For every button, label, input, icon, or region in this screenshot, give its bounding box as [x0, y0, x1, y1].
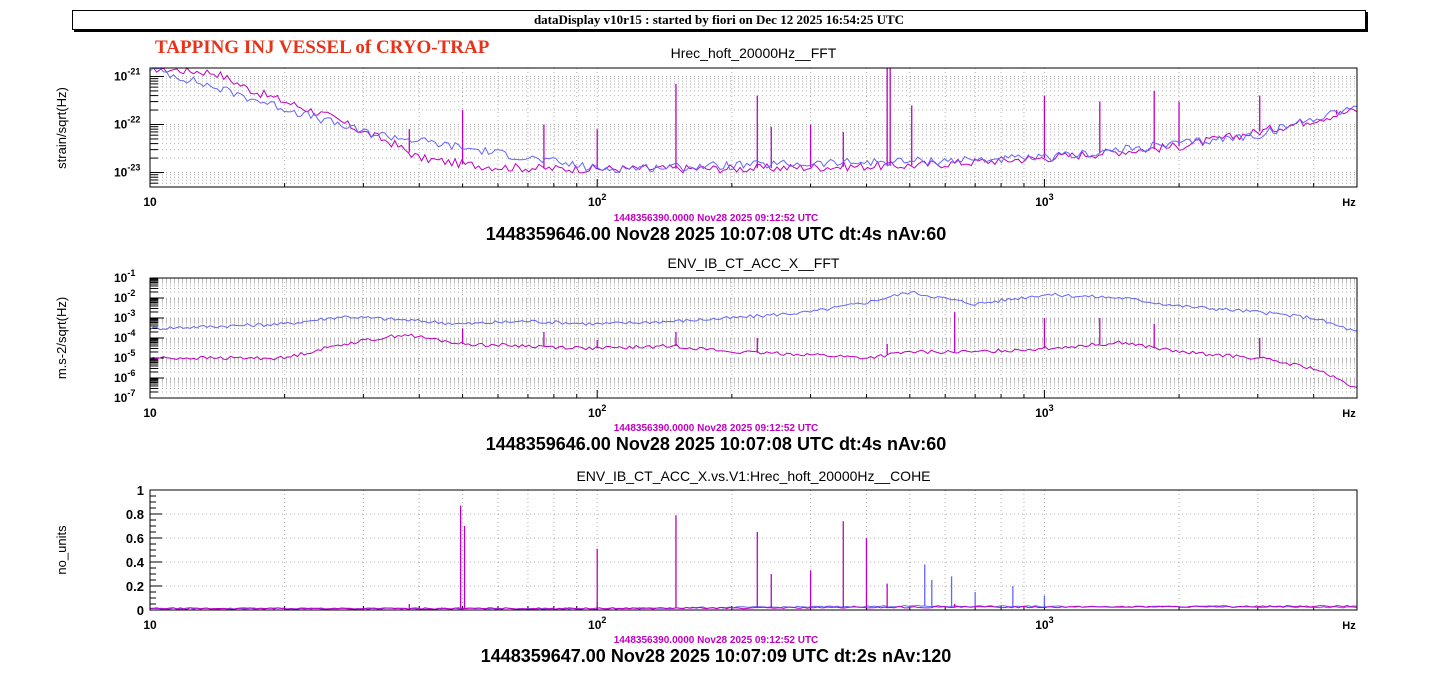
y-tick-label: 10-1 — [114, 268, 135, 285]
series-current-line — [149, 333, 1358, 388]
chart-2: ENV_IB_CT_ACC_X__FFT m.s-2/sqrt(Hz) 10 102 1… — [54, 255, 1358, 454]
series-current-line — [149, 604, 1358, 610]
y-tick-label: 0 — [137, 603, 144, 618]
chart-footer: 1448359646.00 Nov28 2025 10:07:08 UTC dt… — [486, 224, 947, 244]
chart-footer: 1448359647.00 Nov28 2025 10:07:09 UTC dt… — [481, 646, 952, 666]
y-axis-label: m.s-2/sqrt(Hz) — [54, 297, 69, 379]
x-tick-label: 103 — [1035, 192, 1053, 209]
y-tick-label: 10-23 — [114, 163, 140, 180]
y-tick-label: 10-22 — [114, 114, 140, 131]
x-axis-unit: Hz — [1342, 620, 1356, 632]
y-tick-label: 10-2 — [114, 288, 135, 305]
y-tick-label: 1 — [137, 483, 144, 498]
x-tick-label: 102 — [588, 192, 606, 209]
x-axis-unit: Hz — [1342, 197, 1356, 209]
series-reference-line — [149, 604, 1358, 610]
reference-timestamp: 1448356390.0000 Nov28 2025 09:12:52 UTC — [614, 423, 819, 434]
x-tick-label: 10 — [143, 618, 157, 632]
window-title: dataDisplay v10r15 : started by fiori on… — [533, 12, 905, 27]
x-tick-label: 103 — [1035, 403, 1053, 420]
y-tick-label: 0.8 — [126, 507, 144, 522]
y-axis-label: strain/sqrt(Hz) — [54, 87, 69, 169]
x-tick-label: 102 — [588, 615, 606, 632]
y-tick-label: 10-3 — [114, 308, 135, 325]
x-tick-label: 103 — [1035, 615, 1053, 632]
chart-title: ENV_IB_CT_ACC_X.vs.V1:Hrec_hoft_20000Hz_… — [576, 468, 930, 484]
y-tick-label: 10-21 — [114, 66, 140, 83]
chart-1: Hrec_hoft_20000Hz__FFT strain/sqrt(Hz) 10 1… — [54, 45, 1358, 244]
series-current-line — [150, 67, 1358, 174]
x-tick-label: 102 — [588, 403, 606, 420]
banner-title: TAPPING INJ VESSEL of CRYO-TRAP — [155, 37, 490, 58]
plot-frame — [149, 489, 1358, 611]
x-tick-label: 10 — [143, 195, 157, 209]
chart-3: ENV_IB_CT_ACC_X.vs.V1:Hrec_hoft_20000Hz_… — [54, 468, 1358, 666]
chart-footer: 1448359646.00 Nov28 2025 10:07:08 UTC dt… — [486, 434, 947, 454]
y-tick-label: 10-4 — [114, 328, 135, 345]
x-tick-label: 10 — [143, 406, 157, 420]
series-reference-line — [149, 290, 1358, 332]
y-tick-label: 0.6 — [126, 531, 144, 546]
reference-timestamp: 1448356390.0000 Nov28 2025 09:12:52 UTC — [614, 635, 819, 646]
x-axis-unit: Hz — [1342, 408, 1356, 420]
chart-title: ENV_IB_CT_ACC_X__FFT — [668, 255, 840, 271]
series-reference-line — [149, 67, 1358, 174]
y-tick-label: 0.4 — [126, 555, 145, 570]
reference-timestamp: 1448356390.0000 Nov28 2025 09:12:52 UTC — [614, 213, 819, 224]
plot-frame — [149, 67, 1358, 188]
chart-title: Hrec_hoft_20000Hz__FFT — [671, 45, 837, 61]
y-tick-label: 10-7 — [114, 388, 135, 405]
y-tick-label: 10-6 — [114, 368, 135, 385]
y-axis-label: no_units — [54, 525, 69, 575]
window-title-bar: dataDisplay v10r15 : started by fiori on… — [72, 10, 1366, 30]
y-tick-label: 0.2 — [126, 579, 144, 594]
y-tick-label: 10-5 — [114, 348, 135, 365]
plot-frame — [149, 277, 1358, 399]
